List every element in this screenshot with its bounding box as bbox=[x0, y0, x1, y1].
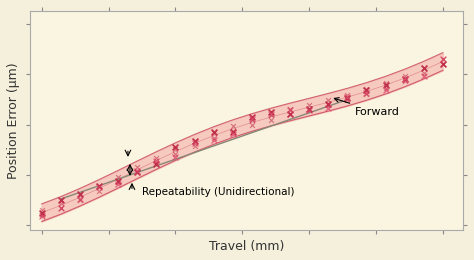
Point bbox=[76, 193, 84, 197]
Point bbox=[172, 147, 179, 151]
Point bbox=[363, 87, 370, 91]
Point bbox=[229, 132, 237, 136]
Point bbox=[38, 214, 46, 218]
Point bbox=[57, 201, 64, 205]
Point bbox=[114, 180, 122, 184]
Point bbox=[305, 102, 313, 107]
Point bbox=[439, 62, 447, 66]
Point bbox=[210, 130, 218, 134]
Text: Repeatability (Unidirectional): Repeatability (Unidirectional) bbox=[142, 187, 294, 197]
Point bbox=[305, 107, 313, 111]
Point bbox=[382, 81, 389, 85]
Point bbox=[382, 86, 389, 90]
Point bbox=[401, 77, 409, 81]
Point bbox=[267, 112, 275, 116]
Text: Forward: Forward bbox=[334, 98, 400, 117]
Point bbox=[363, 92, 370, 96]
Point bbox=[114, 179, 122, 184]
Point bbox=[114, 181, 122, 186]
Point bbox=[324, 103, 332, 107]
Point bbox=[401, 73, 409, 77]
Point bbox=[229, 130, 237, 134]
Point bbox=[57, 198, 64, 202]
Point bbox=[363, 91, 370, 95]
Point bbox=[76, 198, 84, 202]
Point bbox=[153, 162, 160, 166]
Point bbox=[95, 185, 103, 189]
Point bbox=[133, 169, 141, 173]
Point bbox=[153, 159, 160, 163]
Point bbox=[57, 206, 64, 210]
Point bbox=[248, 123, 255, 127]
Point bbox=[95, 189, 103, 193]
Point bbox=[344, 98, 351, 102]
Point bbox=[76, 192, 84, 196]
Point bbox=[305, 108, 313, 112]
Point bbox=[267, 118, 275, 122]
Point bbox=[420, 74, 428, 78]
Point bbox=[248, 114, 255, 119]
Point bbox=[153, 161, 160, 165]
Point bbox=[191, 139, 198, 143]
Point bbox=[133, 170, 141, 174]
Point bbox=[210, 138, 218, 142]
Point bbox=[305, 108, 313, 112]
Point bbox=[153, 156, 160, 160]
Point bbox=[420, 66, 428, 70]
Point bbox=[267, 110, 275, 114]
Point bbox=[267, 112, 275, 116]
Point bbox=[344, 96, 351, 100]
Point bbox=[324, 106, 332, 110]
Point bbox=[210, 136, 218, 140]
Point bbox=[191, 141, 198, 146]
Point bbox=[210, 131, 218, 135]
X-axis label: Travel (mm): Travel (mm) bbox=[209, 240, 284, 253]
Point bbox=[420, 66, 428, 70]
Point bbox=[95, 184, 103, 188]
Point bbox=[324, 98, 332, 102]
Point bbox=[324, 102, 332, 106]
Point bbox=[57, 206, 64, 210]
Point bbox=[172, 155, 179, 160]
Point bbox=[38, 213, 46, 217]
Point bbox=[172, 152, 179, 156]
Point bbox=[191, 139, 198, 143]
Point bbox=[38, 208, 46, 212]
Point bbox=[38, 211, 46, 215]
Point bbox=[286, 112, 294, 116]
Point bbox=[248, 117, 255, 121]
Point bbox=[172, 145, 179, 149]
Point bbox=[76, 197, 84, 201]
Point bbox=[344, 93, 351, 97]
Point bbox=[401, 79, 409, 83]
Point bbox=[191, 144, 198, 148]
Point bbox=[286, 112, 294, 116]
Point bbox=[95, 184, 103, 188]
Point bbox=[401, 77, 409, 81]
Y-axis label: Position Error (μm): Position Error (μm) bbox=[7, 62, 20, 179]
Point bbox=[344, 94, 351, 99]
Point bbox=[382, 82, 389, 87]
Point bbox=[248, 118, 255, 122]
Point bbox=[133, 170, 141, 174]
Point bbox=[229, 129, 237, 133]
Point bbox=[439, 57, 447, 61]
Point bbox=[133, 165, 141, 170]
Point bbox=[420, 70, 428, 75]
Point bbox=[229, 124, 237, 128]
Point bbox=[363, 88, 370, 92]
Point bbox=[286, 108, 294, 112]
Point bbox=[439, 57, 447, 61]
Point bbox=[286, 107, 294, 112]
Point bbox=[114, 175, 122, 179]
Point bbox=[439, 62, 447, 66]
Point bbox=[382, 88, 389, 92]
